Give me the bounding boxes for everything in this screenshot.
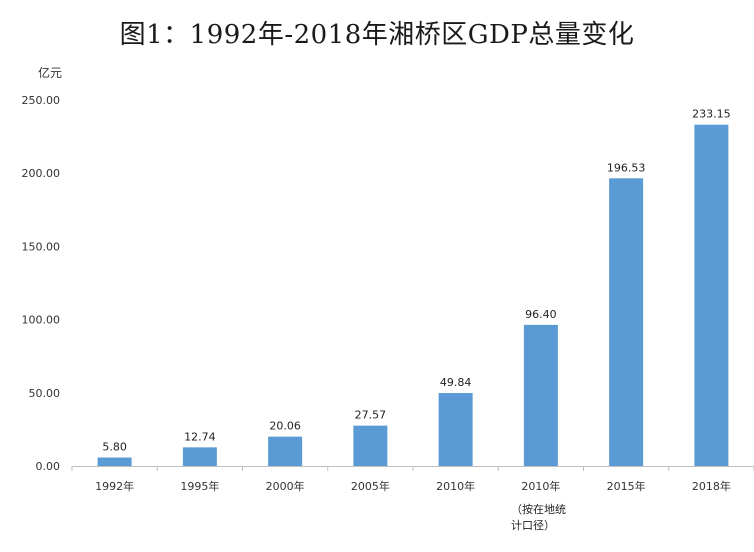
data-label: 27.57 xyxy=(355,409,387,422)
y-tick-label: 50.00 xyxy=(29,387,61,400)
y-tick-label: 150.00 xyxy=(22,240,61,253)
x-tick-label: 1995年 xyxy=(180,479,219,493)
bar xyxy=(523,324,558,466)
category-note-line-1: （按在地统 xyxy=(511,503,566,516)
y-tick-label: 250.00 xyxy=(22,94,61,107)
data-label: 196.53 xyxy=(607,161,646,174)
data-label: 5.80 xyxy=(102,441,127,454)
chart-title: 图1：1992年-2018年湘桥区GDP总量变化 xyxy=(119,20,635,50)
x-tick-label: 2010年 xyxy=(521,479,560,493)
category-note: （按在地统 计口径） xyxy=(511,502,566,534)
x-tick-label: 2000年 xyxy=(266,479,305,493)
bar xyxy=(268,436,303,466)
y-axis-unit-label: 亿元 xyxy=(38,66,63,80)
bar xyxy=(182,447,217,466)
bar xyxy=(97,457,132,466)
data-label: 20.06 xyxy=(269,420,301,433)
y-tick-label: 200.00 xyxy=(22,167,61,180)
bar xyxy=(694,124,729,467)
x-tick-label: 2018年 xyxy=(692,479,731,493)
y-tick-label: 100.00 xyxy=(22,314,61,327)
x-tick-label: 2010年 xyxy=(436,479,475,493)
bar xyxy=(438,393,473,466)
category-note-line-2: 计口径） xyxy=(511,519,555,532)
data-label: 12.74 xyxy=(184,430,216,443)
bar xyxy=(353,425,388,466)
y-tick-label: 0.00 xyxy=(36,460,61,473)
data-label: 49.84 xyxy=(440,376,472,389)
x-tick-label: 2015年 xyxy=(607,479,646,493)
bar xyxy=(609,178,644,466)
x-tick-label: 1992年 xyxy=(95,479,134,493)
data-label: 233.15 xyxy=(692,108,731,121)
x-tick-label: 2005年 xyxy=(351,479,390,493)
data-label: 96.40 xyxy=(525,308,557,321)
